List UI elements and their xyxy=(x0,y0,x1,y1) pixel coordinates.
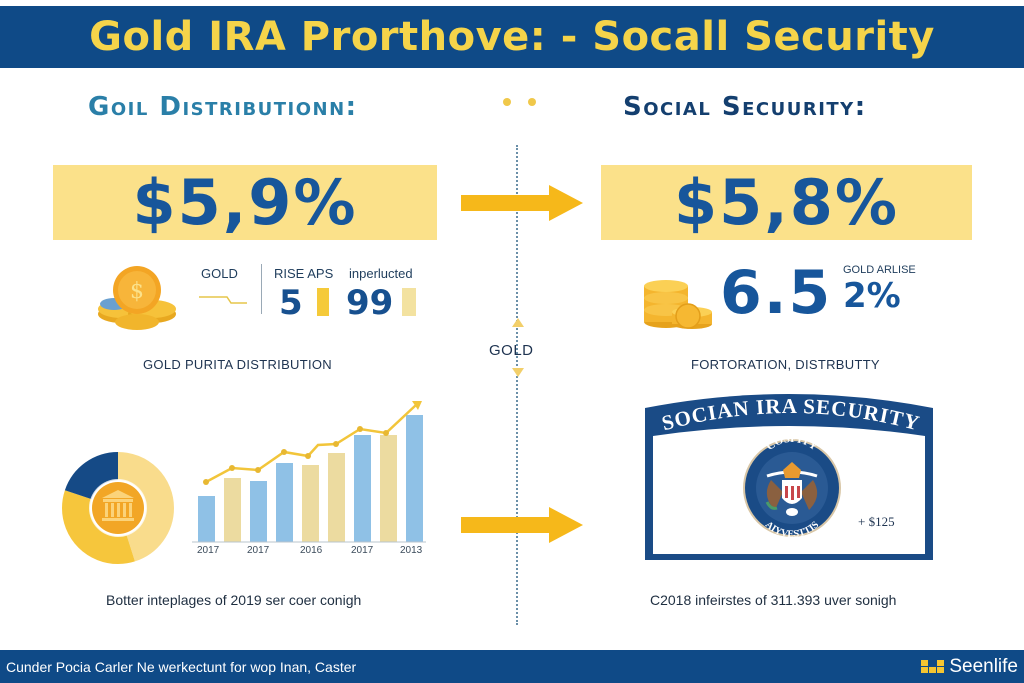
brand-logo[interactable]: Seenlife xyxy=(921,656,1018,678)
triangle-up-icon xyxy=(512,318,524,327)
fortoration-caption: FORTORATION, DISTRBUTTY xyxy=(691,357,880,372)
gold-big-value: $5,9% xyxy=(132,166,358,239)
gold-distribution-title: Goil Distributionn: xyxy=(88,92,358,122)
footer-bar: Cunder Pocia Carler Ne werkectunt for wo… xyxy=(0,650,1024,683)
footer-text: Cunder Pocia Carler Ne werkectunt for wo… xyxy=(6,658,357,675)
stat-value-2: 99 xyxy=(346,283,394,323)
gold-coins-icon: $ xyxy=(98,266,176,330)
arrow-right-icon xyxy=(461,185,586,221)
x-tick: 2017 xyxy=(351,545,374,556)
center-gold-label: GOLD xyxy=(489,342,534,359)
brand-name: Seenlife xyxy=(949,655,1018,677)
x-tick: 2017 xyxy=(247,545,270,556)
dot-icon xyxy=(503,98,511,106)
gold-arlise-label: GOLD ARLISE xyxy=(843,264,916,276)
header-banner: Gold IRA Prorthove: - Socall Security xyxy=(0,6,1024,68)
bar-chart-plot xyxy=(192,401,426,543)
gold-purita-caption: GOLD PURITA DISTRIBUTION xyxy=(143,357,332,372)
stat-bar-indicator xyxy=(317,288,329,316)
center-divider xyxy=(516,145,518,625)
x-tick: 2016 xyxy=(300,545,323,556)
trend-line-icon xyxy=(199,296,247,304)
rise-aps-label: RISE APS xyxy=(274,266,334,281)
gold-coin-stack-icon xyxy=(644,280,712,329)
social-security-footnote: C2018 infeirstes of 311.393 uver sonigh xyxy=(650,592,897,608)
stat-separator xyxy=(261,264,262,314)
gold-value-box: $5,9% xyxy=(53,165,437,240)
arrow-right-icon xyxy=(461,507,586,543)
page-title: Gold IRA Prorthove: - Socall Security xyxy=(89,14,935,60)
bank-building-icon xyxy=(102,490,134,521)
svg-text:$: $ xyxy=(130,279,144,304)
gold-label: GOLD xyxy=(201,266,238,281)
stat-bar-indicator xyxy=(402,288,416,316)
triangle-down-icon xyxy=(512,368,524,377)
bars xyxy=(198,415,423,542)
gold-bar-chart: 2017 2017 2016 2017 2013 xyxy=(190,395,430,570)
social-security-value-box: $5,8% xyxy=(601,165,972,240)
x-tick: 2013 xyxy=(400,545,423,556)
eagle-seal-icon: COSPITY AIYVESTTIS xyxy=(743,433,841,540)
seal-card-amount: + $125 xyxy=(858,514,895,529)
dot-icon xyxy=(528,98,536,106)
inperlucted-label: inperlucted xyxy=(349,266,413,281)
gold-footnote: Botter inteplages of 2019 ser coer conig… xyxy=(106,592,362,608)
social-security-title: Social Secuurity: xyxy=(623,92,867,122)
stat-value-1: 5 xyxy=(279,283,303,323)
decorative-dots xyxy=(503,98,536,106)
brand-mark-icon xyxy=(921,660,945,673)
social-security-card: SOCIAN IRA SECURITY COSPITY AIYVESTTIS xyxy=(645,394,933,560)
donut-chart xyxy=(62,452,174,564)
social-security-big-value: $5,8% xyxy=(673,166,900,239)
x-tick: 2017 xyxy=(197,545,220,556)
social-security-pct: 2% xyxy=(843,276,901,316)
social-security-stat-value: 6.5 xyxy=(720,258,833,328)
svg-text:COSPITY: COSPITY xyxy=(764,433,819,453)
